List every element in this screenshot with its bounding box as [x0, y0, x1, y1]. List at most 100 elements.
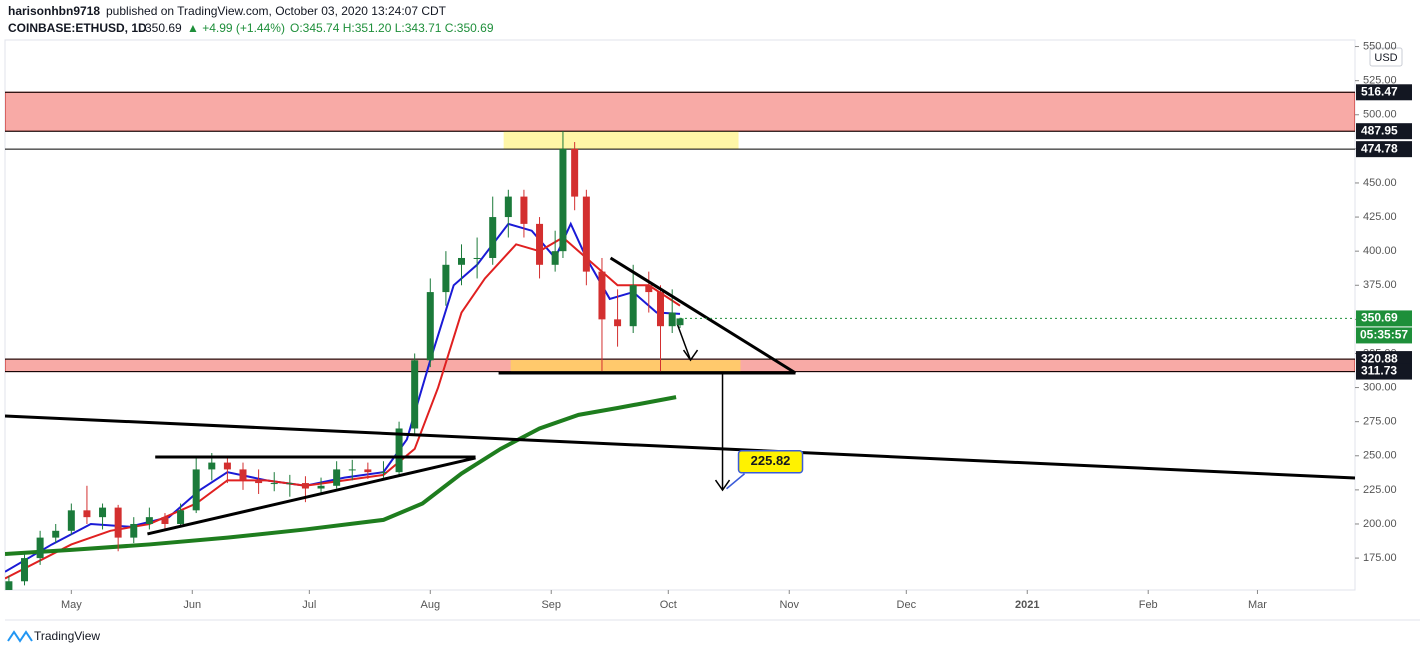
candle-body — [83, 510, 91, 518]
arrow-head — [682, 349, 699, 362]
last-price-label: 350.69 — [1361, 311, 1398, 325]
candle-body — [67, 510, 75, 531]
currency-box[interactable] — [1369, 47, 1403, 67]
candle-body — [395, 428, 403, 473]
y-tick-label: 275.00 — [1363, 416, 1397, 428]
logo — [7, 630, 33, 643]
level-label: 474.78 — [1361, 141, 1398, 155]
ma-line — [5, 395, 677, 556]
candle-body — [5, 581, 13, 590]
ma-line — [5, 236, 681, 580]
x-tick-label: Oct — [660, 599, 677, 611]
plot-frame — [4, 39, 1356, 591]
candle-body — [364, 469, 372, 473]
currency: USD — [1374, 52, 1397, 64]
candle-body — [676, 318, 684, 326]
trend-line — [609, 256, 797, 375]
target-pointer — [726, 473, 746, 490]
candle-body — [177, 510, 185, 524]
candle-body — [598, 271, 606, 320]
candle-body — [582, 196, 590, 272]
candle-body — [239, 469, 247, 481]
y-tick-label: 425.00 — [1363, 211, 1397, 223]
y-tick-label: 450.00 — [1363, 177, 1397, 189]
candle-body — [614, 319, 622, 327]
candle-body — [536, 223, 544, 265]
candle-body — [411, 360, 419, 429]
x-tick-label: Sep — [541, 599, 561, 611]
last: 350.69 — [145, 21, 182, 35]
y-tick-label: 500.00 — [1363, 109, 1397, 121]
x-tick-label: May — [61, 599, 82, 611]
candle-body — [379, 472, 387, 474]
x-tick-label: Dec — [897, 599, 917, 611]
countdown-box — [1356, 327, 1412, 344]
candle-body — [99, 507, 107, 518]
ohlc: O:345.74 H:351.20 L:343.71 C:350.69 — [290, 21, 494, 35]
candle-body — [208, 462, 216, 470]
footer: TradingView — [34, 629, 100, 643]
candle-body — [270, 483, 278, 485]
candle-body — [551, 251, 559, 265]
y-tick-label: 200.00 — [1363, 518, 1397, 530]
candle-body — [255, 480, 263, 484]
y-tick-label: 400.00 — [1363, 245, 1397, 257]
candle-body — [161, 517, 169, 524]
x-tick-label: 2021 — [1015, 599, 1039, 611]
level-label-box — [1356, 84, 1412, 101]
candle-body — [442, 264, 450, 293]
level-label: 516.47 — [1361, 84, 1398, 98]
candle-body — [520, 196, 528, 224]
candle-body — [114, 507, 122, 538]
y-tick-label: 375.00 — [1363, 279, 1397, 291]
candle-body — [504, 196, 512, 218]
candle-body — [52, 530, 60, 538]
y-tick-label: 175.00 — [1363, 552, 1397, 564]
trend-line — [5, 414, 1355, 480]
candle-body — [333, 469, 341, 486]
candle-body — [559, 148, 567, 252]
level-label: 320.88 — [1361, 351, 1398, 365]
candle-body — [192, 469, 200, 511]
candle-body — [668, 312, 676, 327]
box — [510, 360, 741, 373]
countdown: 05:35:57 — [1360, 328, 1408, 342]
box — [503, 131, 739, 150]
ma-line — [5, 221, 681, 573]
y-tick-label: 550.00 — [1363, 40, 1397, 52]
target-label: 225.82 — [751, 453, 791, 468]
arrow-head — [714, 479, 731, 492]
target-box — [737, 450, 804, 474]
y-tick-label: 525.00 — [1363, 75, 1397, 87]
y-tick-label: 225.00 — [1363, 484, 1397, 496]
candle-body — [130, 523, 138, 538]
candle-body — [145, 517, 153, 524]
x-tick-label: Jun — [183, 599, 201, 611]
y-tick-label: 300.00 — [1363, 381, 1397, 393]
last-price-label-box — [1356, 310, 1412, 327]
x-tick-label: Mar — [1248, 599, 1267, 611]
y-tick-label: 250.00 — [1363, 450, 1397, 462]
candle-body — [301, 483, 309, 489]
level-label-box — [1356, 141, 1412, 158]
candle-body — [348, 469, 356, 471]
level-label-box — [1356, 351, 1412, 368]
candle-body — [629, 285, 637, 327]
x-tick-label: Nov — [779, 599, 799, 611]
trend-line — [147, 456, 476, 536]
level-label-box — [1356, 123, 1412, 140]
candle-body — [286, 483, 294, 485]
candle-body — [426, 292, 434, 361]
x-tick-label: Jul — [302, 599, 316, 611]
zone — [5, 91, 1355, 132]
candle-body — [473, 257, 481, 259]
plot: 225.82 — [5, 91, 1355, 590]
trend-line — [676, 324, 692, 361]
author: harisonhbn9718 — [8, 4, 100, 18]
candle-body — [645, 285, 653, 293]
candle-body — [36, 537, 44, 559]
x-tick-label: Aug — [420, 599, 440, 611]
candle-body — [317, 485, 325, 489]
symbol: COINBASE:ETHUSD, 1D — [8, 21, 147, 35]
